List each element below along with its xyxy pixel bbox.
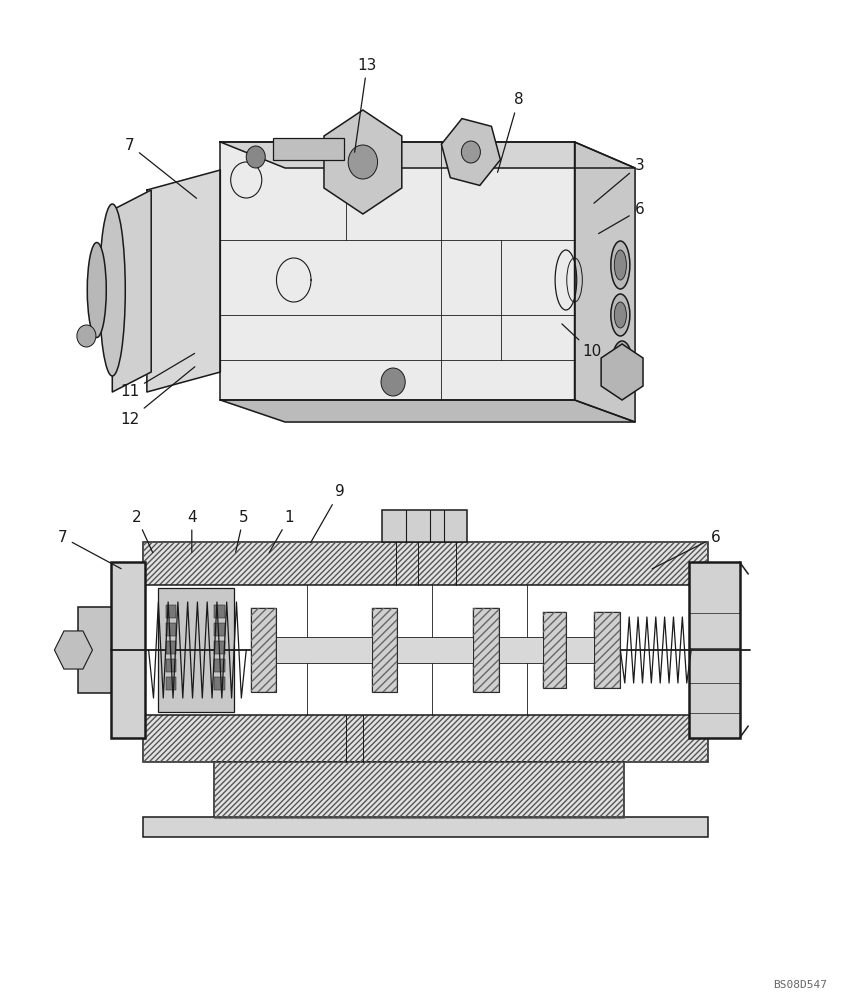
Polygon shape (220, 400, 635, 422)
Ellipse shape (87, 242, 106, 338)
Text: 8: 8 (498, 93, 524, 172)
Bar (566, 637, 594, 663)
Bar (473, 608, 499, 692)
Circle shape (381, 368, 405, 396)
Ellipse shape (614, 302, 626, 328)
Text: 3: 3 (594, 157, 645, 203)
Polygon shape (220, 142, 575, 400)
Bar (594, 612, 620, 688)
Bar (78, 607, 112, 693)
Text: 6: 6 (599, 202, 645, 234)
Text: 9: 9 (311, 485, 345, 543)
Bar (382, 510, 467, 542)
Bar (111, 562, 145, 738)
Text: 4: 4 (187, 510, 197, 552)
Bar (166, 659, 176, 672)
Polygon shape (147, 170, 220, 392)
Circle shape (461, 141, 480, 163)
Bar (143, 585, 708, 715)
Bar (214, 677, 225, 690)
Circle shape (77, 325, 96, 347)
Text: 1: 1 (270, 510, 295, 553)
Bar (251, 608, 276, 692)
Bar (372, 608, 397, 692)
Bar (214, 641, 225, 654)
Bar (214, 762, 624, 818)
Bar (594, 612, 620, 688)
Bar (251, 608, 276, 692)
Polygon shape (112, 190, 151, 392)
Bar (543, 612, 566, 688)
Polygon shape (575, 142, 635, 422)
Bar (143, 542, 708, 762)
Bar (166, 641, 176, 654)
Bar (273, 138, 344, 160)
Text: 7: 7 (124, 137, 196, 198)
Bar (143, 817, 708, 837)
Bar (276, 637, 372, 663)
Bar (214, 623, 225, 636)
Text: 2: 2 (131, 510, 153, 552)
Bar (214, 762, 624, 818)
Bar (214, 605, 225, 618)
Text: 5: 5 (236, 510, 249, 552)
Bar (214, 659, 225, 672)
Bar (166, 605, 176, 618)
Bar (143, 542, 708, 762)
Bar (499, 637, 543, 663)
Text: BS08D547: BS08D547 (772, 980, 827, 990)
Text: 7: 7 (57, 530, 121, 569)
Bar (689, 562, 740, 738)
Bar (166, 623, 176, 636)
Text: 12: 12 (120, 367, 195, 428)
Bar (158, 588, 234, 712)
Bar (543, 612, 566, 688)
Bar (166, 677, 176, 690)
Bar (372, 608, 397, 692)
Bar (473, 608, 499, 692)
Ellipse shape (613, 341, 632, 379)
Ellipse shape (99, 204, 125, 376)
Circle shape (246, 146, 265, 168)
Bar (397, 637, 473, 663)
Text: 6: 6 (652, 530, 721, 569)
Ellipse shape (614, 250, 626, 280)
Polygon shape (220, 142, 635, 168)
Text: 13: 13 (354, 57, 377, 152)
Text: 11: 11 (120, 353, 194, 399)
Ellipse shape (611, 241, 630, 289)
Ellipse shape (611, 294, 630, 336)
Text: 10: 10 (562, 324, 601, 360)
Circle shape (348, 145, 378, 179)
